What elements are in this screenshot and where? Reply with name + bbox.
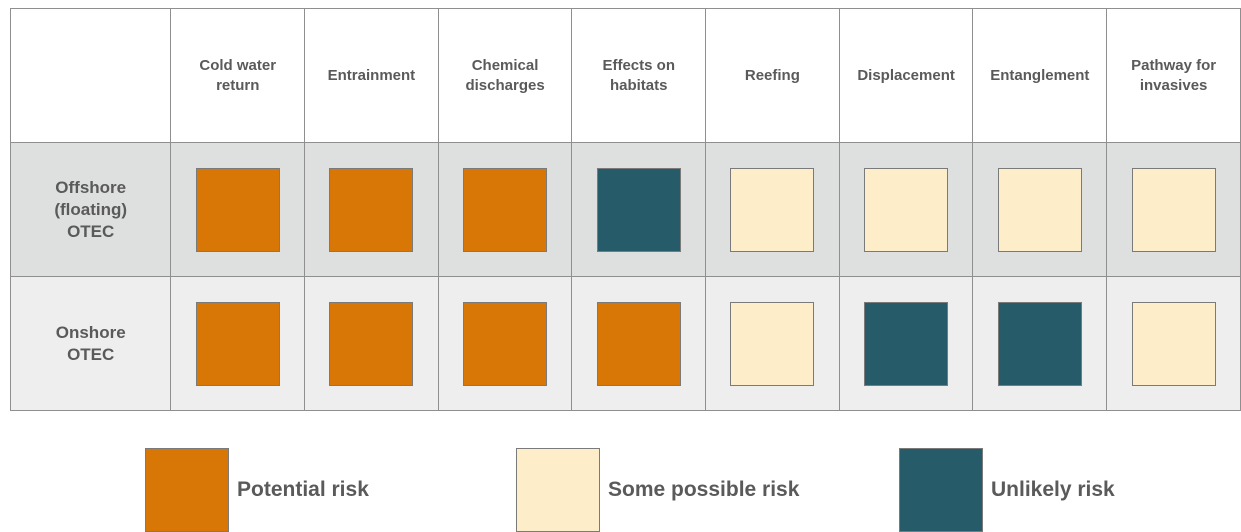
legend-label-unlikely-risk: Unlikely risk — [991, 478, 1115, 501]
column-header-pathway-for-invasives: Pathway for invasives — [1106, 8, 1241, 143]
column-header-cold-water-return: Cold water return — [170, 8, 306, 143]
legend-label-some-possible-risk: Some possible risk — [608, 478, 800, 501]
legend-swatch-unlikely-risk — [899, 448, 983, 532]
legend-item-some-possible-risk: Some possible risk — [516, 448, 799, 532]
risk-cell-some — [997, 167, 1082, 252]
risk-cell-potential — [195, 167, 280, 252]
column-header-chemical-discharges: Chemical discharges — [437, 8, 573, 143]
risk-matrix-table: Cold water return Entrainment Chemical d… — [9, 8, 1241, 411]
legend-swatch-potential-risk — [145, 448, 229, 532]
header-row: Cold water return Entrainment Chemical d… — [9, 8, 1241, 143]
risk-cell-some — [864, 167, 949, 252]
column-header-entrainment: Entrainment — [304, 8, 439, 143]
legend-swatch-some-possible-risk — [516, 448, 600, 532]
risk-cell-some — [730, 301, 815, 386]
column-header-entanglement: Entanglement — [972, 8, 1108, 143]
table-row-onshore: Onshore OTEC — [9, 276, 1241, 411]
legend-item-potential-risk: Potential risk — [145, 448, 369, 532]
risk-cell-potential — [329, 167, 414, 252]
row-label-onshore: Onshore OTEC — [9, 276, 172, 411]
risk-cell-potential — [596, 301, 681, 386]
risk-cell-potential — [463, 301, 548, 386]
risk-cell-unlikely — [596, 167, 681, 252]
risk-cell-unlikely — [864, 301, 949, 386]
risk-cell-potential — [195, 301, 280, 386]
corner-cell — [9, 8, 172, 143]
risk-cell-some — [730, 167, 815, 252]
legend-label-potential-risk: Potential risk — [237, 478, 369, 501]
table-row-offshore: Offshore (floating) OTEC — [9, 142, 1241, 277]
legend-item-unlikely-risk: Unlikely risk — [899, 448, 1115, 532]
column-header-effects-on-habitats: Effects on habitats — [571, 8, 707, 143]
risk-cell-potential — [329, 301, 414, 386]
row-label-offshore: Offshore (floating) OTEC — [9, 142, 172, 277]
risk-cell-some — [1131, 301, 1216, 386]
column-header-reefing: Reefing — [705, 8, 840, 143]
legend: Potential risk Some possible risk Unlike… — [0, 448, 1241, 532]
risk-cell-potential — [463, 167, 548, 252]
column-header-displacement: Displacement — [838, 8, 974, 143]
risk-cell-unlikely — [997, 301, 1082, 386]
risk-cell-some — [1131, 167, 1216, 252]
